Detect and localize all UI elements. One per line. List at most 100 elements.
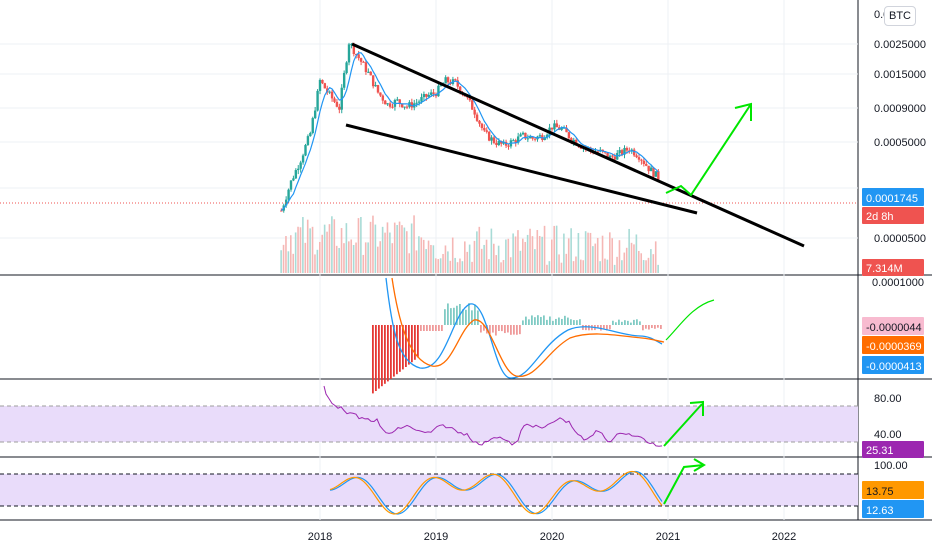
- volume-bar: [502, 260, 505, 273]
- macd-histogram-bar: [477, 310, 479, 325]
- candle-body: [611, 155, 614, 157]
- candle-body: [478, 120, 481, 124]
- volume-bar: [449, 260, 452, 273]
- currency-badge[interactable]: BTC: [884, 6, 916, 26]
- candle-body: [625, 147, 629, 151]
- macd-histogram-bar: [438, 325, 440, 331]
- stoch-axis-label: 100.00: [874, 460, 908, 472]
- macd-histogram-bar: [504, 325, 506, 334]
- macd-histogram-bar: [534, 317, 536, 325]
- macd-histogram-bar: [411, 325, 413, 363]
- volume-bar: [560, 262, 563, 273]
- projection-arrowhead: [734, 102, 752, 121]
- volume-bar: [650, 249, 652, 273]
- volume-bar: [357, 218, 360, 273]
- candle-body: [379, 92, 382, 96]
- x-axis-label: 2019: [424, 531, 448, 543]
- volume-bar: [536, 230, 539, 273]
- macd-histogram-bar: [471, 310, 473, 325]
- volume-bar: [642, 260, 645, 273]
- candle-body: [454, 79, 457, 81]
- volume-bars: [280, 215, 659, 273]
- candle-body: [533, 138, 537, 140]
- macd-histogram-bar: [501, 325, 503, 332]
- candle-body: [381, 95, 385, 101]
- candle-body: [526, 138, 530, 140]
- macd-histogram-bar: [531, 315, 533, 325]
- volume-bar: [541, 236, 543, 273]
- candle-body: [647, 165, 650, 172]
- candle-body: [437, 85, 440, 97]
- volume-bar: [500, 262, 502, 273]
- candle-body: [410, 102, 414, 108]
- volume-bar: [294, 232, 297, 273]
- macd-histogram-bar: [396, 325, 398, 375]
- volume-bar: [444, 245, 447, 273]
- volume-bar: [377, 246, 379, 273]
- macd-histogram-bar: [555, 318, 557, 325]
- volume-bar: [420, 237, 423, 273]
- candle-body: [608, 155, 612, 158]
- candle-body: [480, 123, 484, 128]
- volume-bar: [292, 253, 295, 273]
- volume-bar: [326, 231, 328, 273]
- volume-bar: [367, 242, 369, 273]
- macd-histogram-bar: [444, 309, 446, 325]
- macd-histogram-bar: [621, 321, 623, 325]
- candle-body: [347, 44, 351, 63]
- candle-body: [429, 92, 433, 95]
- volume-bar: [456, 262, 459, 273]
- volume-bar: [616, 256, 618, 273]
- volume-bar: [403, 227, 406, 273]
- candle-body: [427, 94, 430, 97]
- candle-body: [311, 118, 314, 133]
- candle-body: [553, 123, 556, 130]
- macd-histogram-bar: [549, 316, 551, 325]
- macd-histogram-bar: [630, 322, 632, 325]
- macd-histogram-bar: [651, 325, 653, 329]
- candle-body: [456, 80, 459, 87]
- candle-body: [374, 85, 377, 87]
- macd-histogram-bar: [495, 325, 497, 336]
- volume-bar: [311, 226, 314, 273]
- price-badge: 0.0001745: [866, 193, 918, 205]
- macd-hist-badge: -0.0000044: [866, 322, 922, 334]
- candle-body: [292, 178, 295, 181]
- candle-body: [384, 100, 387, 105]
- macd-histogram-bar: [585, 325, 587, 331]
- volume-bar: [580, 259, 582, 273]
- macd-histogram-bar: [516, 325, 518, 335]
- macd-histogram-bar: [489, 325, 491, 334]
- macd-histogram-bar: [462, 309, 464, 325]
- volume-bar: [447, 251, 449, 273]
- volume-bar: [451, 237, 454, 273]
- candle-body: [565, 127, 568, 133]
- volume-bar: [379, 241, 382, 273]
- candle-body: [388, 103, 392, 107]
- volume-bar: [625, 247, 628, 273]
- volume-bar: [628, 228, 630, 273]
- volume-bar: [526, 234, 529, 273]
- candle-body: [439, 85, 443, 87]
- volume-bar: [316, 249, 319, 273]
- candle-body: [502, 141, 505, 144]
- volume-bar: [364, 242, 367, 273]
- macd-histogram-bar: [414, 325, 416, 360]
- stoch-d-line: [329, 470, 663, 515]
- volume-bar: [558, 254, 560, 273]
- candle-body: [516, 136, 520, 143]
- y-axis-label: 0.0009000: [874, 103, 926, 115]
- rsi-line: [323, 385, 663, 447]
- price-badge-bg: [862, 188, 924, 206]
- macd-histogram-bar: [426, 325, 428, 331]
- macd-signal-badge-bg: [862, 336, 924, 354]
- macd-histogram-bar: [582, 325, 584, 330]
- volume-bar: [485, 239, 488, 273]
- candle-body: [350, 44, 353, 46]
- candle-body: [299, 162, 302, 169]
- volume-bar: [543, 225, 546, 273]
- wedge-upper-trendline: [351, 42, 805, 248]
- volume-bar: [408, 253, 411, 273]
- macd-histogram-bar: [402, 325, 404, 370]
